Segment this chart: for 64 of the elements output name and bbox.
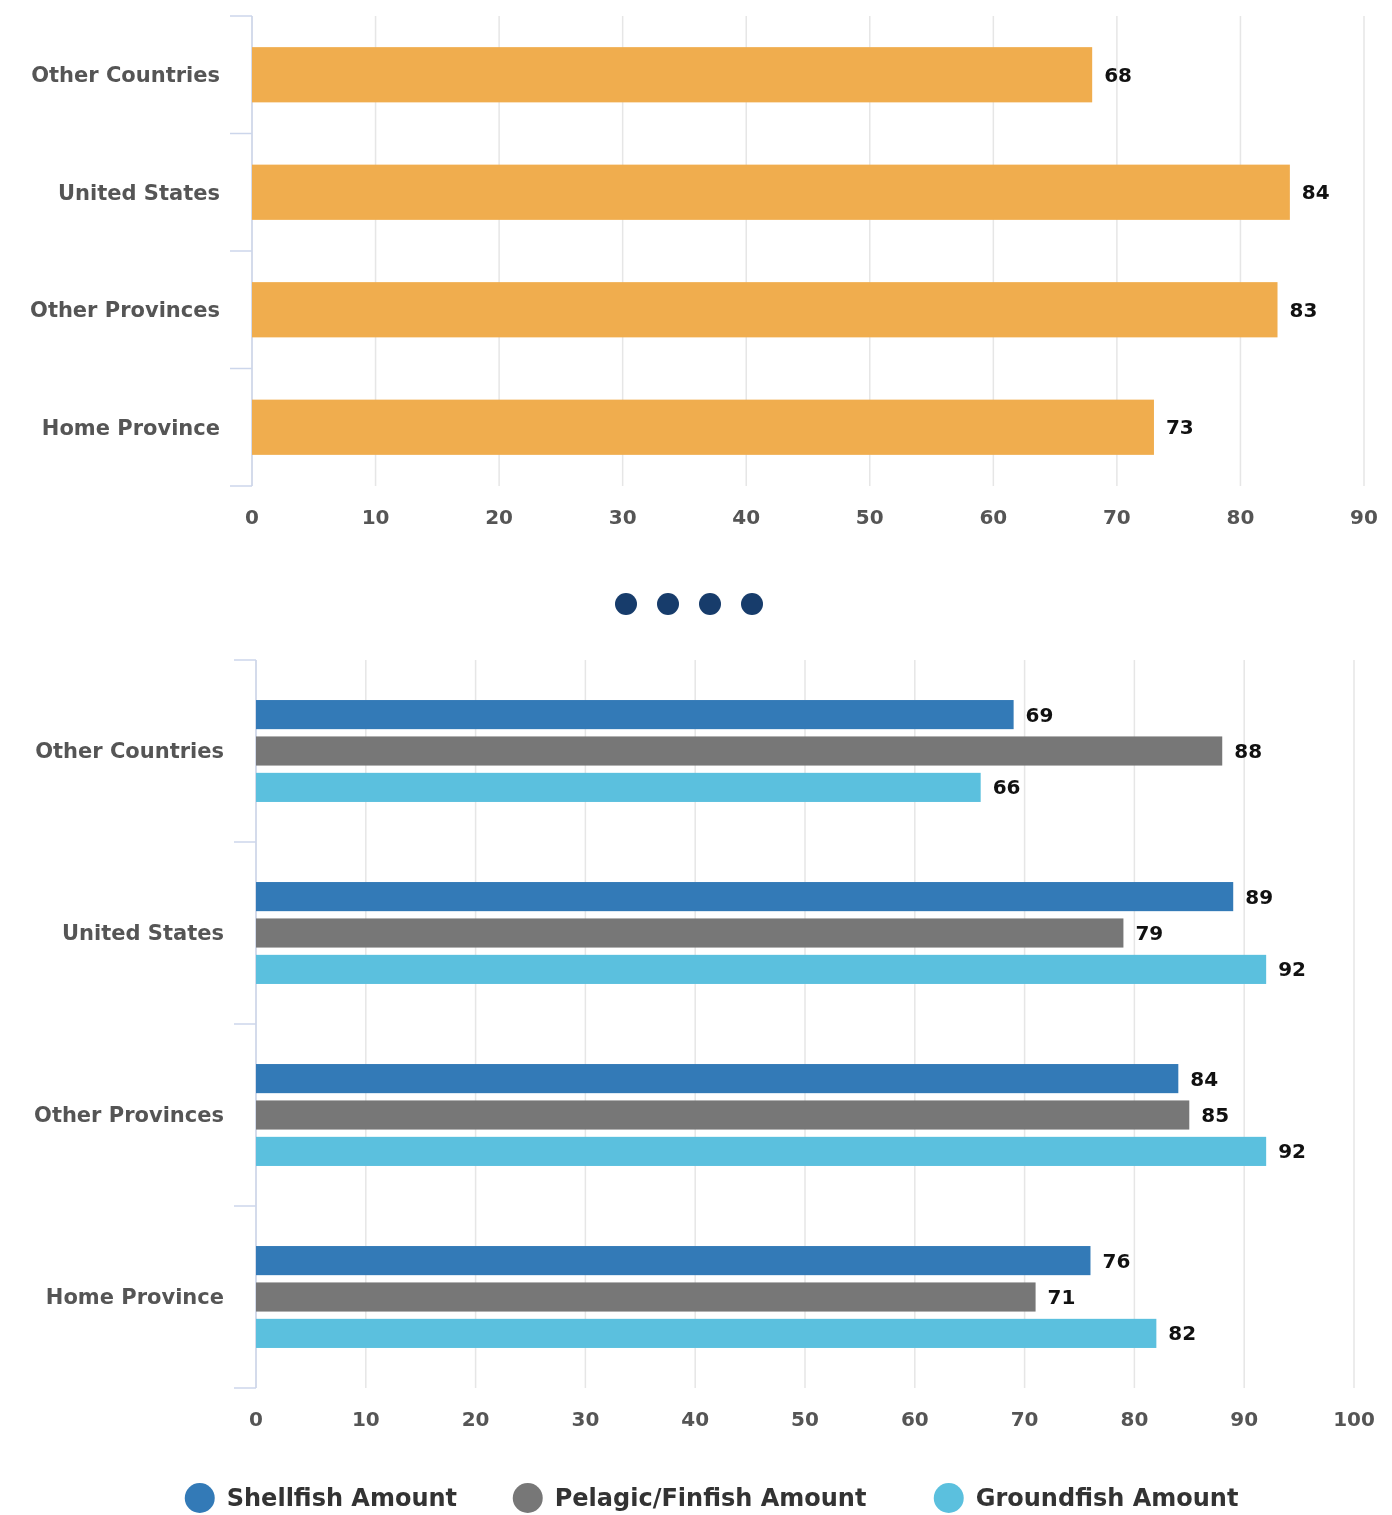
x-tick-label: 0	[245, 505, 259, 529]
bar	[256, 700, 1014, 730]
data-label: 76	[1102, 1248, 1131, 1273]
bar	[256, 882, 1234, 912]
data-label: 92	[1278, 957, 1306, 982]
data-label: 83	[1289, 297, 1318, 322]
bar	[256, 772, 981, 802]
x-tick-label: 70	[1102, 505, 1131, 529]
bar	[256, 954, 1267, 984]
bar	[256, 1100, 1190, 1130]
data-label: 84	[1190, 1066, 1219, 1091]
y-tick-label: United States	[62, 921, 224, 946]
x-tick-label: 10	[361, 505, 390, 529]
y-tick-label: United States	[58, 180, 220, 205]
x-tick-label: 30	[571, 1407, 600, 1431]
bar	[256, 918, 1124, 948]
data-label: 66	[992, 775, 1021, 800]
data-label: 71	[1047, 1285, 1076, 1309]
data-label: 89	[1245, 884, 1274, 909]
data-label: 82	[1168, 1321, 1197, 1346]
x-tick-label: 20	[461, 1407, 490, 1431]
y-tick-label: Other Countries	[35, 739, 224, 764]
bar	[252, 164, 1290, 220]
bar	[256, 1136, 1267, 1166]
x-tick-label: 0	[249, 1407, 263, 1431]
y-tick-label: Other Provinces	[34, 1103, 224, 1128]
y-tick-label: Home Province	[45, 1285, 224, 1310]
data-label: 73	[1165, 415, 1194, 440]
y-tick-label: Home Province	[41, 415, 220, 440]
x-tick-label: 50	[791, 1407, 819, 1431]
x-tick-label: 40	[681, 1407, 710, 1431]
data-label: 88	[1234, 739, 1263, 763]
bar	[256, 1318, 1157, 1348]
data-label: 85	[1201, 1103, 1230, 1127]
x-tick-label: 70	[1010, 1407, 1039, 1431]
x-tick-label: 90	[1230, 1407, 1259, 1431]
bar	[252, 399, 1154, 455]
bar	[256, 736, 1223, 766]
data-label: 92	[1278, 1139, 1306, 1164]
legend-label: Pelagic/Finfish Amount	[554, 1484, 867, 1513]
data-label: 79	[1135, 921, 1164, 945]
x-tick-label: 80	[1226, 505, 1255, 529]
bar	[256, 1282, 1036, 1312]
x-tick-label: 60	[900, 1407, 929, 1431]
data-label: 69	[1025, 702, 1054, 727]
x-tick-label: 40	[732, 505, 761, 529]
bar	[256, 1246, 1091, 1276]
legend-label: Groundfish Amount	[975, 1484, 1239, 1513]
data-label: 68	[1104, 62, 1133, 87]
x-tick-label: 80	[1120, 1407, 1149, 1431]
legend-label: Shellfish Amount	[226, 1484, 458, 1513]
x-tick-label: 50	[855, 505, 884, 529]
x-tick-label: 100	[1333, 1407, 1375, 1431]
data-label: 84	[1301, 180, 1330, 205]
x-tick-label: 10	[351, 1407, 380, 1431]
y-tick-label: Other Provinces	[30, 298, 220, 323]
x-tick-label: 30	[608, 505, 637, 529]
bar	[252, 47, 1093, 103]
x-tick-label: 20	[485, 505, 514, 529]
x-tick-label: 90	[1350, 505, 1378, 529]
x-tick-label: 60	[979, 505, 1008, 529]
bar	[252, 282, 1278, 338]
bar	[256, 1064, 1179, 1094]
y-tick-label: Other Countries	[31, 63, 220, 88]
